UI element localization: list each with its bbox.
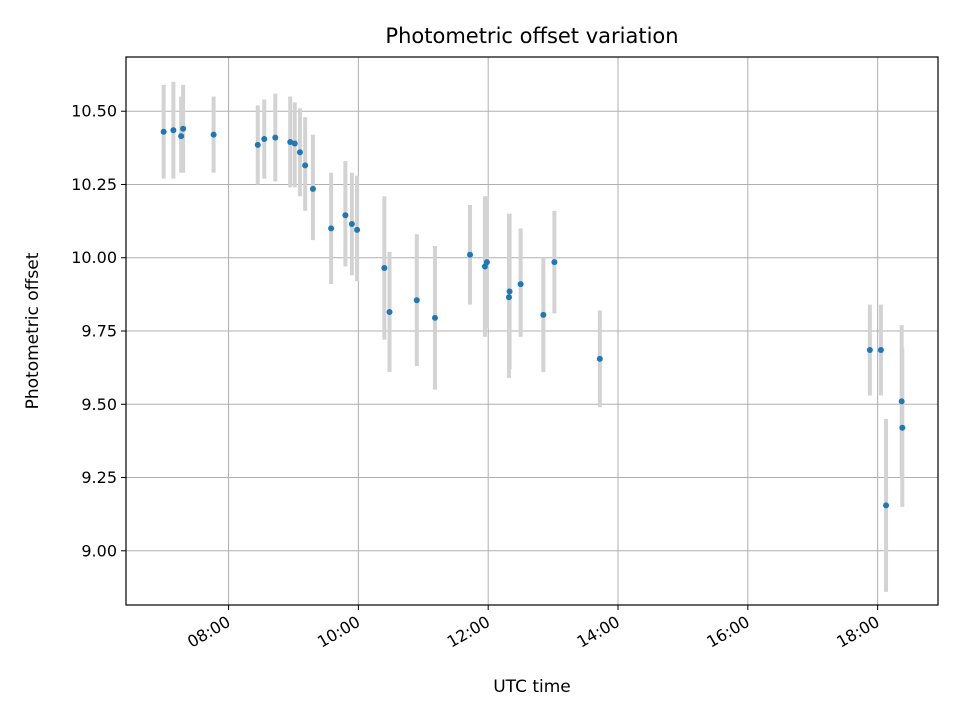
y-axis-ticks: 9.00 9.25 9.50 9.75 10.00 10.25 10.50 [71, 102, 126, 560]
data-point [272, 134, 279, 141]
data-point [899, 424, 906, 431]
y-tick-label: 10.50 [71, 102, 117, 121]
data-point [348, 221, 355, 228]
data-point [354, 226, 361, 233]
y-tick-label: 9.00 [81, 541, 117, 560]
data-point [178, 133, 185, 140]
data-point [540, 311, 547, 318]
data-point [291, 140, 298, 147]
y-tick-label: 9.75 [81, 322, 117, 341]
y-tick-label: 10.00 [71, 248, 117, 267]
y-tick-label: 10.25 [71, 175, 117, 194]
data-point [883, 502, 890, 509]
data-point [467, 251, 474, 258]
y-tick-label: 9.25 [81, 468, 117, 487]
data-point [413, 297, 420, 304]
data-point [296, 149, 303, 156]
y-axis-label: Photometric offset [23, 252, 43, 409]
chart-title: Photometric offset variation [385, 24, 678, 48]
data-point [866, 347, 873, 354]
data-point [517, 281, 524, 288]
data-point [160, 128, 167, 135]
data-point [302, 162, 309, 169]
data-point [483, 259, 490, 266]
data-point [287, 138, 294, 145]
data-point [551, 259, 558, 266]
data-point [342, 212, 349, 219]
data-point [210, 131, 217, 138]
y-tick-label: 9.50 [81, 395, 117, 414]
data-point [596, 355, 603, 362]
data-point [505, 294, 512, 301]
data-point [431, 314, 438, 321]
data-points [160, 125, 906, 509]
x-axis-label: UTC time [493, 677, 571, 697]
data-point [386, 308, 393, 315]
data-point [877, 347, 884, 354]
data-point [254, 141, 261, 148]
data-point [381, 264, 388, 271]
data-point [170, 127, 177, 134]
data-point [261, 136, 268, 143]
data-point [180, 125, 187, 132]
data-point [328, 225, 335, 232]
grid-layer [126, 57, 938, 605]
data-point [506, 288, 513, 295]
data-point [898, 398, 905, 405]
data-point [309, 185, 316, 192]
